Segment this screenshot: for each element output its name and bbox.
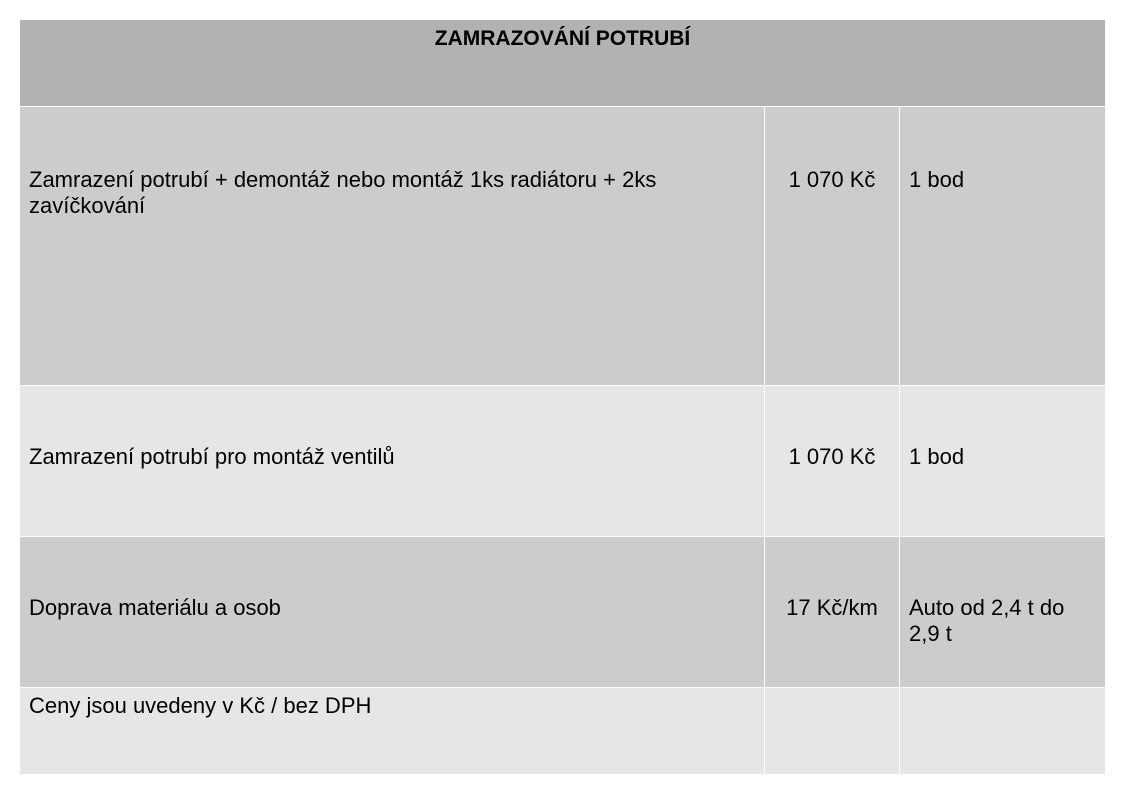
row-3-unit: Auto od 2,4 t do 2,9 t	[900, 537, 1105, 687]
row-4-unit	[900, 688, 1105, 774]
row-2-unit: 1 bod	[900, 386, 1105, 536]
table-title: ZAMRAZOVÁNÍ POTRUBÍ	[20, 20, 1105, 106]
row-3-price: 17 Kč/km	[765, 537, 899, 687]
price-note: Ceny jsou uvedeny v Kč / bez DPH	[20, 688, 764, 774]
row-4-price	[765, 688, 899, 774]
row-2-description: Zamrazení potrubí pro montáž ventilů	[20, 386, 764, 536]
row-1-description: Zamrazení potrubí + demontáž nebo montáž…	[20, 107, 764, 385]
row-1-unit: 1 bod	[900, 107, 1105, 385]
row-1-price: 1 070 Kč	[765, 107, 899, 385]
row-3-description: Doprava materiálu a osob	[20, 537, 764, 687]
row-2-price: 1 070 Kč	[765, 386, 899, 536]
